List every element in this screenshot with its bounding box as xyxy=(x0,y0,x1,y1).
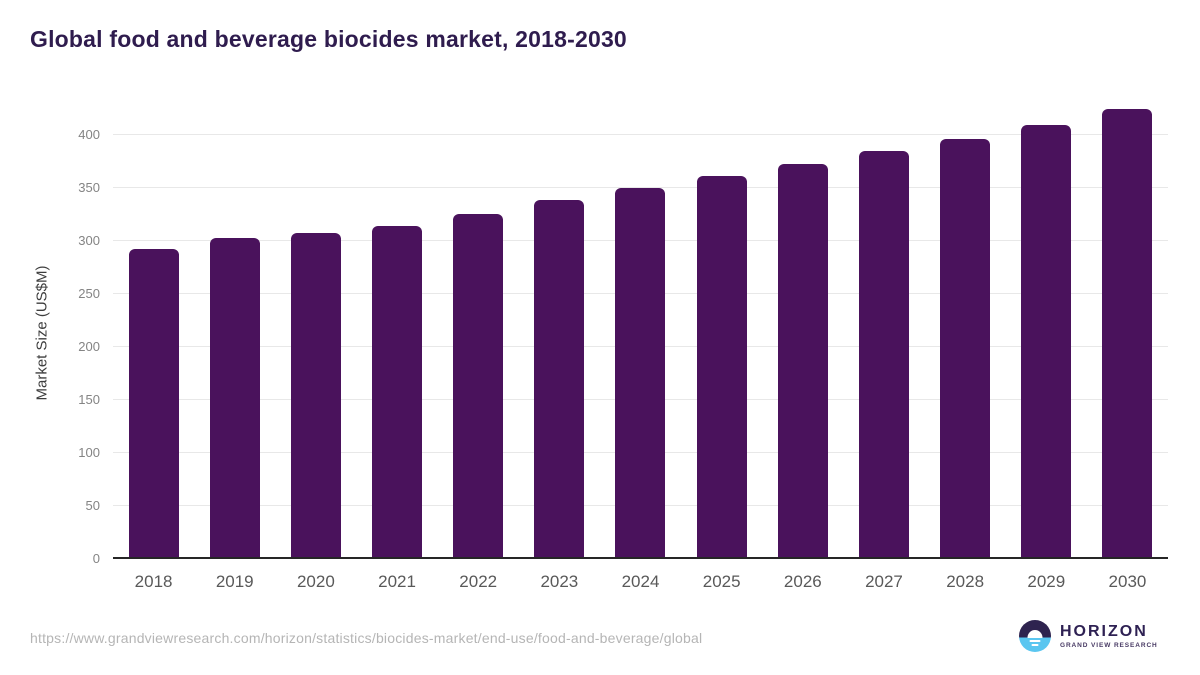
x-axis-label-2028: 2028 xyxy=(946,572,985,591)
bar-2026 xyxy=(777,164,828,558)
x-axis-label-2022: 2022 xyxy=(459,572,498,591)
gridline-400 xyxy=(113,133,1168,135)
bar-2022 xyxy=(453,213,504,558)
x-axis-label-2020: 2020 xyxy=(296,572,335,591)
x-axis-label-2029: 2029 xyxy=(1027,572,1066,591)
x-axis-label-2021: 2021 xyxy=(378,572,416,591)
x-axis-line xyxy=(113,557,1168,559)
bar-2027 xyxy=(858,151,909,558)
bar-2024 xyxy=(615,188,666,558)
logo-wordmark: HORIZON GRAND VIEW RESEARCH xyxy=(1060,622,1158,649)
x-axis-label-2025: 2025 xyxy=(702,572,741,591)
y-tick-label-300: 300 xyxy=(78,232,100,248)
x-axis-label-2030: 2030 xyxy=(1108,572,1147,591)
logo-subtitle: GRAND VIEW RESEARCH xyxy=(1060,641,1158,649)
x-axis-label-2026: 2026 xyxy=(783,572,822,591)
bar-2030 xyxy=(1102,109,1153,558)
y-tick-label-0: 0 xyxy=(92,550,100,566)
x-axis-labels: 2018 2019 2020 2021 2022 2023 2024 2025 2026 2027… xyxy=(113,572,1168,592)
y-tick-label-400: 400 xyxy=(78,126,100,142)
source-url: https://www.grandviewresearch.com/horizo… xyxy=(30,630,703,646)
y-axis-title: Market Size (US$M) xyxy=(33,265,51,401)
x-axis-label-2023: 2023 xyxy=(540,572,579,591)
bar-2020 xyxy=(290,232,341,558)
wave-icon xyxy=(1031,643,1039,646)
y-tick-label-350: 350 xyxy=(78,179,100,195)
y-tick-label-100: 100 xyxy=(78,444,100,460)
wave-icon xyxy=(1029,639,1041,642)
y-tick-label-250: 250 xyxy=(78,285,100,301)
chart-plot-area xyxy=(113,108,1168,559)
bars-layer xyxy=(113,108,1168,558)
logo-name: HORIZON xyxy=(1060,622,1148,640)
x-axis-label-2019: 2019 xyxy=(215,572,254,591)
page-title: Global food and beverage biocides market… xyxy=(30,26,627,52)
x-axis-label-2024: 2024 xyxy=(621,572,660,591)
horizon-logo: HORIZON GRAND VIEW RESEARCH xyxy=(1019,620,1158,652)
sun-icon xyxy=(1027,629,1043,638)
bar-2019 xyxy=(209,238,260,558)
x-axis-label-2027: 2027 xyxy=(865,572,903,591)
bar-2021 xyxy=(371,225,422,558)
gridline-350 xyxy=(113,186,1168,188)
bar-2029 xyxy=(1021,124,1072,558)
y-tick-label-200: 200 xyxy=(78,338,100,354)
y-tick-label-150: 150 xyxy=(78,391,100,407)
y-tick-label-50: 50 xyxy=(85,497,100,513)
horizon-logo-icon xyxy=(1019,620,1051,652)
bar-2018 xyxy=(128,248,179,558)
bar-2025 xyxy=(696,175,747,558)
bar-2028 xyxy=(939,138,990,558)
bar-2023 xyxy=(534,200,585,558)
x-axis-label-2018: 2018 xyxy=(134,572,173,591)
